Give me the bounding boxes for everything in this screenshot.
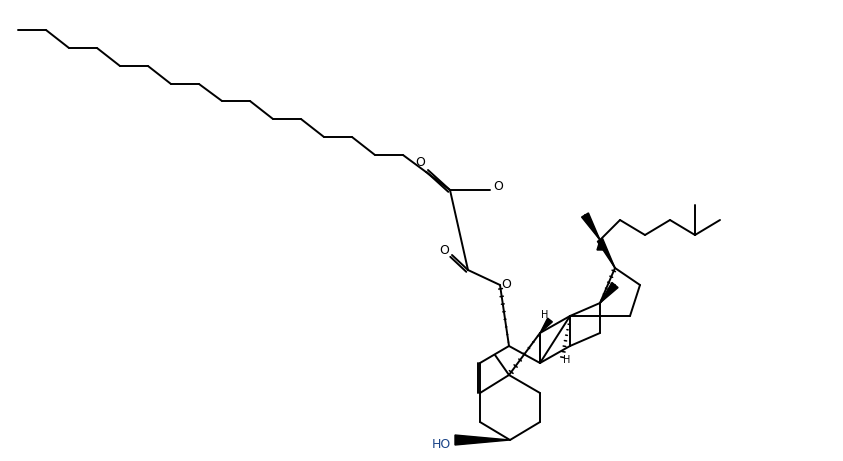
Polygon shape	[455, 435, 510, 445]
Text: H: H	[563, 355, 571, 365]
Polygon shape	[597, 240, 603, 250]
Text: O: O	[439, 243, 449, 256]
Text: HO: HO	[432, 437, 451, 450]
Text: O: O	[501, 278, 511, 291]
Polygon shape	[540, 318, 552, 333]
Polygon shape	[598, 239, 615, 268]
Polygon shape	[600, 283, 618, 303]
Polygon shape	[582, 213, 600, 240]
Text: O: O	[415, 155, 425, 169]
Text: O: O	[493, 179, 503, 193]
Text: H: H	[541, 310, 549, 320]
